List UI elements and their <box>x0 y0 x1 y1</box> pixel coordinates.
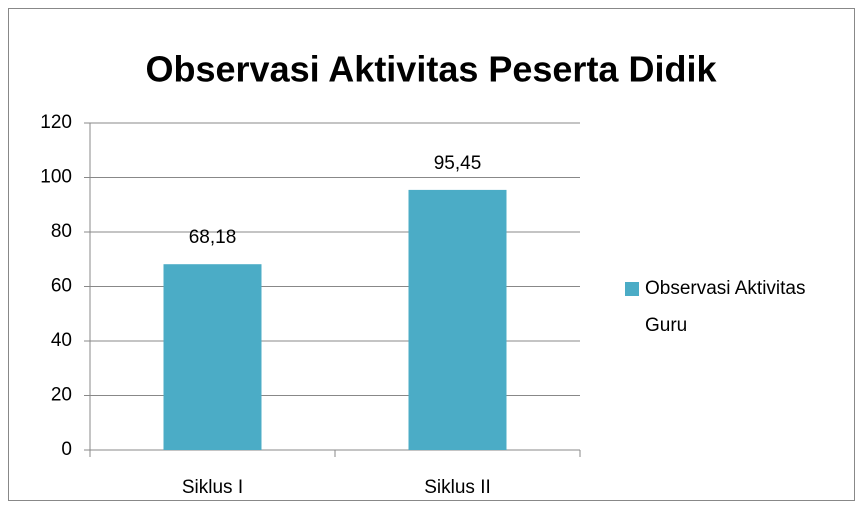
bar <box>408 189 507 450</box>
chart-title: Observasi Aktivitas Peserta Didik <box>146 49 718 90</box>
legend-label: Observasi Aktivitas Guru <box>645 278 806 336</box>
x-tick-label: Siklus II <box>424 477 491 498</box>
data-label: 95,45 <box>434 153 482 174</box>
data-label: 68,18 <box>189 227 237 248</box>
bar <box>163 264 262 450</box>
y-tick-label: 80 <box>51 221 72 242</box>
legend: Observasi Aktivitas Guru <box>625 270 850 344</box>
y-tick-label: 120 <box>40 112 72 133</box>
y-tick-label: 60 <box>51 276 72 297</box>
x-tick-label: Siklus I <box>182 477 243 498</box>
legend-swatch <box>625 282 639 296</box>
y-tick-label: 0 <box>61 439 72 460</box>
y-tick-label: 20 <box>51 385 72 406</box>
y-tick-label: 100 <box>40 167 72 188</box>
y-tick-label: 40 <box>51 330 72 351</box>
